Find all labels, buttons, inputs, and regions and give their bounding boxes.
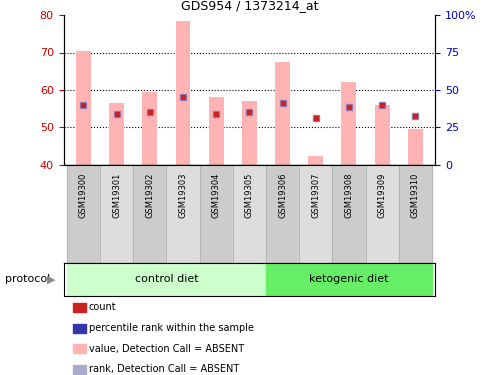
Text: rank, Detection Call = ABSENT: rank, Detection Call = ABSENT xyxy=(89,364,239,374)
Bar xyxy=(100,165,133,262)
Bar xyxy=(299,165,332,262)
Text: GSM19309: GSM19309 xyxy=(377,173,386,218)
Text: protocol: protocol xyxy=(5,274,50,284)
Bar xyxy=(166,165,199,262)
Bar xyxy=(67,165,100,262)
Bar xyxy=(365,165,398,262)
Text: GSM19303: GSM19303 xyxy=(178,173,187,218)
Bar xyxy=(199,165,232,262)
Text: value, Detection Call = ABSENT: value, Detection Call = ABSENT xyxy=(89,344,244,354)
Text: GSM19306: GSM19306 xyxy=(278,173,286,218)
Bar xyxy=(208,98,223,165)
Title: GDS954 / 1373214_at: GDS954 / 1373214_at xyxy=(180,0,318,12)
Text: ketogenic diet: ketogenic diet xyxy=(308,274,388,284)
Text: ▶: ▶ xyxy=(47,274,56,284)
Bar xyxy=(242,101,256,165)
Text: GSM19307: GSM19307 xyxy=(311,173,320,218)
Bar xyxy=(307,156,323,165)
Bar xyxy=(175,21,190,165)
Bar xyxy=(407,129,422,165)
Bar xyxy=(76,51,91,165)
Text: GSM19301: GSM19301 xyxy=(112,173,121,218)
Bar xyxy=(265,165,299,262)
Text: GSM19308: GSM19308 xyxy=(344,173,353,218)
Bar xyxy=(232,165,265,262)
Bar xyxy=(341,82,356,165)
Bar xyxy=(109,103,124,165)
Text: GSM19310: GSM19310 xyxy=(410,173,419,218)
Bar xyxy=(275,62,289,165)
Bar xyxy=(133,165,166,262)
Bar xyxy=(374,105,389,165)
Text: control diet: control diet xyxy=(134,274,198,284)
Bar xyxy=(332,165,365,262)
Bar xyxy=(142,92,157,165)
Text: count: count xyxy=(89,303,116,312)
Text: percentile rank within the sample: percentile rank within the sample xyxy=(89,323,253,333)
Bar xyxy=(265,262,431,296)
Text: GSM19300: GSM19300 xyxy=(79,173,88,218)
Text: GSM19305: GSM19305 xyxy=(244,173,253,218)
Bar xyxy=(67,262,265,296)
Text: GSM19302: GSM19302 xyxy=(145,173,154,218)
Bar xyxy=(398,165,431,262)
Text: GSM19304: GSM19304 xyxy=(211,173,220,218)
